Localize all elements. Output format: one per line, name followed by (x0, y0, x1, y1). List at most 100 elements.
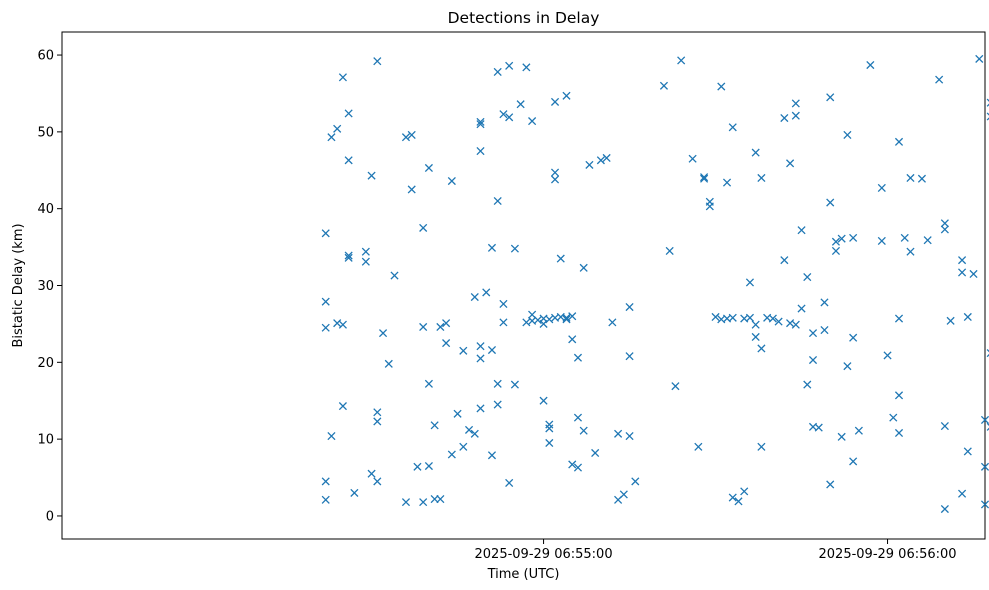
data-point (602, 153, 611, 163)
data-point (940, 219, 949, 228)
y-axis-ticks: 0 10 20 30 40 50 60 (37, 49, 62, 524)
data-point (791, 320, 800, 329)
data-point (493, 379, 502, 388)
data-point (745, 278, 755, 287)
data-point (545, 420, 554, 429)
data-point (430, 494, 439, 504)
data-point (505, 478, 514, 487)
data-point (625, 302, 634, 312)
data-point (568, 460, 577, 469)
y-tick-label: 60 (37, 49, 54, 64)
y-tick-label: 30 (37, 279, 54, 294)
data-point (803, 272, 812, 282)
data-point (883, 351, 892, 360)
data-point (568, 335, 577, 344)
data-point (894, 391, 904, 400)
data-point (533, 316, 542, 325)
data-point (487, 345, 497, 355)
data-point (338, 73, 347, 82)
data-point (797, 226, 806, 235)
data-point (556, 254, 565, 263)
data-point (499, 318, 508, 327)
data-point (843, 362, 852, 371)
data-point (522, 318, 531, 327)
data-point (877, 183, 886, 193)
data-point (700, 174, 709, 183)
data-point (442, 319, 451, 328)
data-point (619, 490, 628, 499)
data-point (522, 63, 531, 72)
data-point (728, 493, 737, 502)
data-point (573, 463, 583, 472)
y-tick-label: 20 (37, 356, 54, 371)
data-point (980, 500, 989, 509)
data-point (505, 113, 514, 122)
data-point (740, 487, 749, 496)
data-point (344, 251, 353, 260)
y-tick-label: 40 (37, 202, 54, 217)
data-point (757, 173, 766, 183)
data-point (499, 110, 508, 119)
data-point (510, 244, 519, 253)
data-point (476, 404, 485, 413)
data-point (573, 353, 583, 362)
data-point (986, 422, 989, 431)
data-point (906, 173, 915, 183)
data-point (424, 379, 433, 388)
data-point (940, 422, 949, 431)
x-tick-label: 2025-09-29 06:56:00 (819, 547, 957, 562)
data-point (722, 178, 732, 187)
data-point (378, 329, 388, 338)
data-point (562, 315, 571, 324)
data-point (321, 229, 330, 238)
data-point (333, 319, 342, 328)
data-point (751, 320, 760, 329)
data-point (814, 423, 823, 432)
data-point (900, 233, 909, 242)
data-point (596, 156, 605, 165)
data-point (986, 349, 989, 358)
data-point (321, 477, 330, 486)
data-point (321, 495, 330, 504)
data-point (671, 382, 680, 391)
data-point (419, 322, 428, 332)
data-point (476, 120, 485, 129)
data-point (344, 156, 353, 165)
data-point (476, 354, 485, 363)
data-point (539, 319, 548, 328)
data-point (803, 380, 812, 389)
data-point (344, 109, 353, 118)
data-point (350, 488, 359, 497)
data-point (493, 67, 502, 77)
data-point (751, 148, 760, 157)
data-point (550, 168, 560, 177)
data-point (361, 247, 370, 256)
data-point (894, 428, 904, 438)
data-point (591, 448, 600, 458)
data-point (923, 236, 932, 245)
data-point (550, 175, 560, 184)
data-point (831, 237, 841, 246)
data-point (373, 417, 382, 426)
data-point (980, 462, 989, 471)
data-point (338, 320, 347, 329)
data-point (361, 257, 370, 266)
data-point (700, 173, 709, 182)
y-tick-label: 50 (37, 125, 54, 140)
data-point (774, 317, 783, 326)
data-point (614, 429, 623, 438)
data-point (975, 54, 984, 63)
data-point (384, 359, 393, 368)
data-point (820, 325, 829, 335)
data-point (470, 292, 479, 302)
data-point (786, 319, 795, 328)
data-point (608, 318, 617, 327)
data-point (986, 98, 989, 107)
chart-title: Detections in Delay (448, 9, 600, 27)
data-point (768, 314, 777, 323)
data-point (499, 299, 508, 308)
data-point (837, 234, 846, 243)
data-point (677, 56, 686, 65)
